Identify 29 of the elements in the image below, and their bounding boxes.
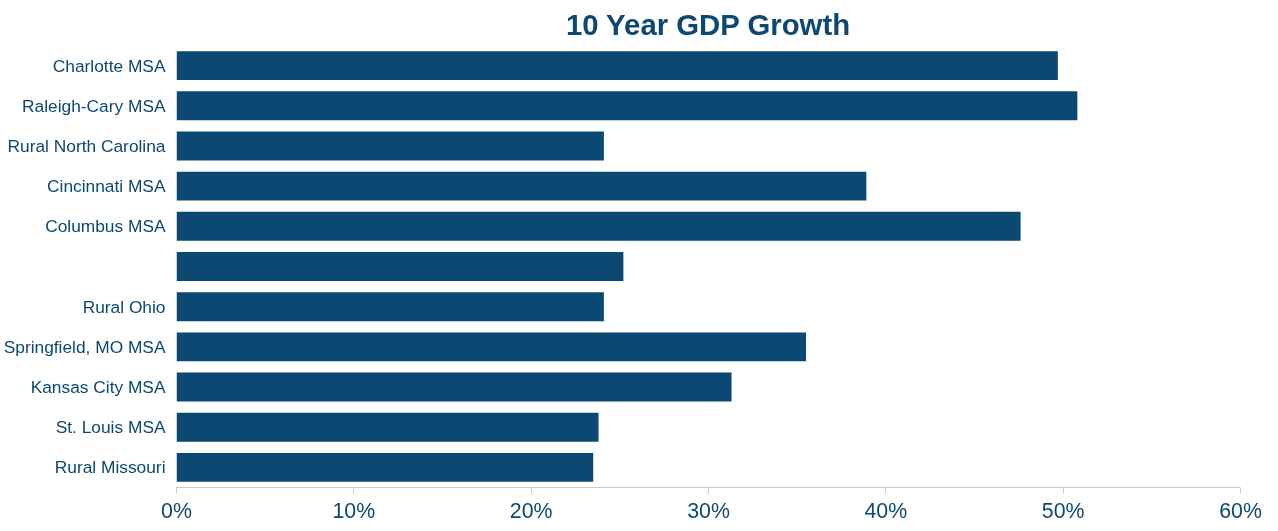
bar [176, 252, 624, 281]
bar [176, 412, 599, 442]
x-tick-label: 50% [1041, 498, 1085, 523]
bar [176, 171, 867, 201]
x-tick-label: 0% [161, 498, 192, 523]
x-tick-label: 60% [1219, 498, 1262, 523]
y-tick-label: Raleigh-Cary MSA [22, 95, 166, 116]
y-tick-label: Springfield, MO MSA [3, 336, 166, 357]
y-tick-label: Rural Missouri [54, 457, 166, 478]
bar [176, 131, 604, 161]
y-tick-label: Rural North Carolina [7, 135, 166, 156]
x-tick-label: 10% [332, 498, 376, 523]
y-tick-label: Columbus MSA [45, 216, 166, 237]
y-tick-label: Kansas City MSA [30, 377, 166, 398]
y-tick-label: Charlotte MSA [52, 55, 166, 76]
bar [176, 292, 604, 322]
y-tick-label: Cincinnati MSA [47, 176, 166, 197]
y-tick-label: Rural Ohio [82, 296, 166, 317]
y-tick-label: St. Louis MSA [55, 417, 166, 438]
bar [176, 372, 732, 402]
bar [176, 91, 1078, 121]
bar [176, 332, 807, 362]
bar [176, 452, 594, 482]
bar [176, 211, 1021, 241]
x-tick-label: 20% [509, 498, 553, 523]
chart-title: 10 Year GDP Growth [565, 7, 851, 41]
x-tick-label: 30% [687, 498, 730, 523]
bar [176, 51, 1058, 81]
x-tick-label: 40% [864, 498, 908, 523]
